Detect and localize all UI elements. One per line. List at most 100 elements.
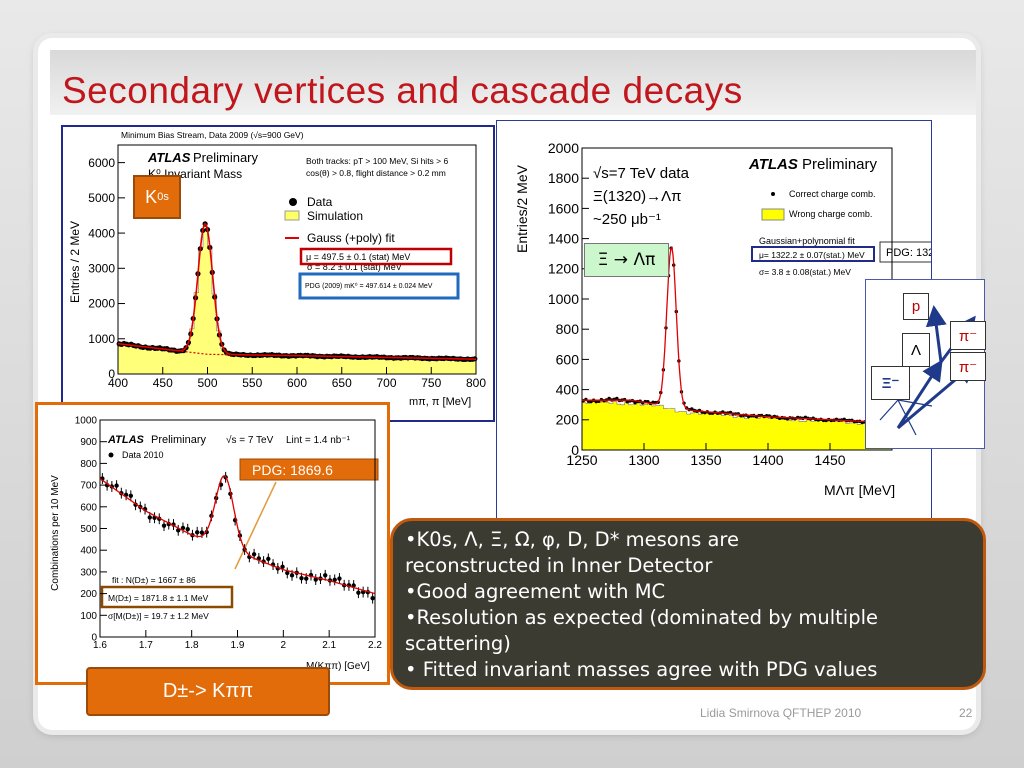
dpm-data-point xyxy=(285,570,290,576)
bullet-line-3: •Good agreement with MC xyxy=(405,580,666,603)
k0s-legend-sim-swatch xyxy=(284,210,300,221)
dpm-data-point xyxy=(356,590,361,595)
k0s-ytick-label-0: 0 xyxy=(108,367,115,381)
k0s-fit-sigma: σ = 8.2 ± 0.1 (stat) MeV xyxy=(307,262,402,272)
k0s-xtick-label-6: 700 xyxy=(376,376,396,390)
k0s-legend-fit: Gauss (+poly) fit xyxy=(307,231,395,245)
xi-xtick-label-2: 1350 xyxy=(690,452,721,468)
k0s-ytick-label-6: 6000 xyxy=(88,156,115,170)
dpm-fit-n: fit : N(D±) = 1667 ± 86 xyxy=(112,575,196,585)
decay-diagram: p Λ π⁻ π⁻ Ξ⁻ xyxy=(865,279,986,449)
xi-ylabel: Entries/2 MeV xyxy=(514,164,530,253)
dpm-lumi: Lint = 1.4 nb⁻¹ xyxy=(286,435,351,446)
dpm-ytick-label-3: 300 xyxy=(80,567,97,578)
k0s-fit-mu: μ = 497.5 ± 0.1 (stat) MeV xyxy=(306,252,410,262)
dpm-pdg-box xyxy=(239,458,379,481)
k0s-pdg-box xyxy=(298,272,460,300)
dpm-ytick-label-7: 700 xyxy=(80,481,97,492)
xi-fit-curve xyxy=(582,246,892,424)
dpm-tag-label: D±-> Kππ xyxy=(162,680,254,702)
dpm-xtick-label-6: 2.2 xyxy=(368,640,382,651)
k0s-xtick-label-8: 800 xyxy=(466,376,486,390)
dpm-ytick-label-10: 1000 xyxy=(75,416,98,427)
k0s-plot-panel: Minimum Bias Stream, Data 2009 (√s=900 G… xyxy=(61,125,495,422)
dpm-data-point xyxy=(180,525,186,531)
dpm-legend-marker xyxy=(108,452,114,458)
k0s-ytick-label-2: 2000 xyxy=(88,297,115,311)
xi-xtick-label-4: 1450 xyxy=(814,452,845,468)
dpm-mass-chart: ATLAS Preliminary √s = 7 TeV Lint = 1.4 … xyxy=(50,416,382,673)
dpm-data-point xyxy=(185,526,190,532)
decay-p-label: p xyxy=(911,298,921,315)
dpm-ytick-label-5: 500 xyxy=(80,524,97,535)
bullet-line-1: •K0s, Λ, Ξ, Ω, φ, D, D* mesons are xyxy=(405,528,739,551)
bullet-line-4: •Resolution as expected (dominated by mu… xyxy=(405,606,879,629)
k0s-legend-data: Data xyxy=(307,195,333,209)
footer-author: Lidia Smirnova QFTHEP 2010 xyxy=(700,706,862,720)
xi-legend-wrong-swatch xyxy=(761,208,785,221)
dpm-data-point xyxy=(332,577,337,583)
k0s-cut-2: cos(θ) > 0.8, flight distance > 0.2 mm xyxy=(306,168,446,178)
bullet-line-6: • Fitted invariant masses agree with PDG… xyxy=(405,658,878,681)
bullet-line-2: reconstructed in Inner Detector xyxy=(405,554,713,577)
k0s-xtick-label-0: 400 xyxy=(108,376,128,390)
k0s-mass-chart: Minimum Bias Stream, Data 2009 (√s=900 G… xyxy=(68,130,486,408)
dpm-fit-s: σ[M(D±)] = 19.7 ± 1.2 MeV xyxy=(108,611,209,621)
xi-fit-sigma: σ= 3.8 ± 0.08(stat.) MeV xyxy=(759,267,851,277)
dpm-pdg-arrow xyxy=(234,481,277,570)
xi-plot-panel: √s=7 TeV data Ξ(1320)→Λπ ~250 μb⁻¹ ATLAS… xyxy=(496,120,932,520)
dpm-ylabel: Combinations per 10 MeV xyxy=(50,475,61,591)
summary-bullets: •K0s, Λ, Ξ, Ω, φ, D, D* mesons are recon… xyxy=(390,518,986,690)
dpm-ytick-label-8: 800 xyxy=(80,459,97,470)
xi-data-point xyxy=(615,396,619,401)
xi-fit-mu-box xyxy=(751,246,875,262)
dpm-data-point xyxy=(266,556,271,562)
decay-xi-box: Ξ⁻ xyxy=(871,366,910,400)
dpm-data-point xyxy=(161,523,167,528)
dpm-xtick-label-0: 1.6 xyxy=(93,640,107,651)
dpm-data-point xyxy=(370,595,375,601)
decay-lambda-box: Λ xyxy=(902,333,930,367)
dpm-preliminary: Preliminary xyxy=(151,434,207,446)
k0s-ytick-label-5: 5000 xyxy=(88,191,115,205)
xi-ytick-label-1: 200 xyxy=(556,412,580,428)
dpm-fit-m-box xyxy=(100,585,234,609)
xi-atlas-label: ATLAS xyxy=(748,156,798,173)
dpm-data-point xyxy=(299,575,304,581)
dpm-data-point xyxy=(194,530,200,535)
k0s-header: Minimum Bias Stream, Data 2009 (√s=900 G… xyxy=(121,130,304,140)
k0s-background-fit xyxy=(117,343,477,360)
dpm-atlas-label: ATLAS xyxy=(107,434,145,446)
k0s-xtick-label-2: 500 xyxy=(197,376,217,390)
xi-xlabel: MΛπ [MeV] xyxy=(824,482,895,498)
dpm-legend-data: Data 2010 xyxy=(122,450,164,460)
dpm-data-point xyxy=(304,576,309,581)
dpm-data-point xyxy=(289,573,295,578)
k0s-ytick-label-4: 4000 xyxy=(88,226,115,240)
dpm-data-point xyxy=(114,483,119,488)
dpm-pdg: PDG: 1869.6 xyxy=(252,462,333,478)
k0s-ylabel: Entries / 2 MeV xyxy=(68,221,82,303)
bullet-line-5: scattering) xyxy=(405,632,511,655)
xi-process: Ξ(1320)→Λπ xyxy=(593,188,681,205)
k0s-tag-sub: s xyxy=(163,191,169,203)
xi-xtick-label-1: 1300 xyxy=(628,452,659,468)
xi-ytick-label-10: 2000 xyxy=(548,140,579,156)
dpm-xtick-label-4: 2 xyxy=(281,640,287,651)
xi-xtick-label-0: 1250 xyxy=(566,452,597,468)
xi-ytick-label-4: 800 xyxy=(556,321,580,337)
k0s-legend-sim: Simulation xyxy=(307,209,363,223)
dpm-ytick-label-4: 400 xyxy=(80,546,97,557)
xi-ytick-label-0: 0 xyxy=(571,442,579,458)
dpm-xtick-label-3: 1.9 xyxy=(231,640,245,651)
xi-data-point xyxy=(633,400,637,405)
xi-ytick-label-2: 400 xyxy=(556,382,580,398)
dpm-data-point xyxy=(147,515,152,520)
title-band xyxy=(50,50,976,115)
k0s-xtick-label-1: 450 xyxy=(153,376,173,390)
k0s-legend-data-marker xyxy=(289,198,297,206)
dpm-data-point xyxy=(251,552,257,557)
dpm-fit-curve xyxy=(99,475,376,595)
xi-data-point xyxy=(607,396,611,401)
xi-ytick-label-8: 1600 xyxy=(548,200,579,216)
